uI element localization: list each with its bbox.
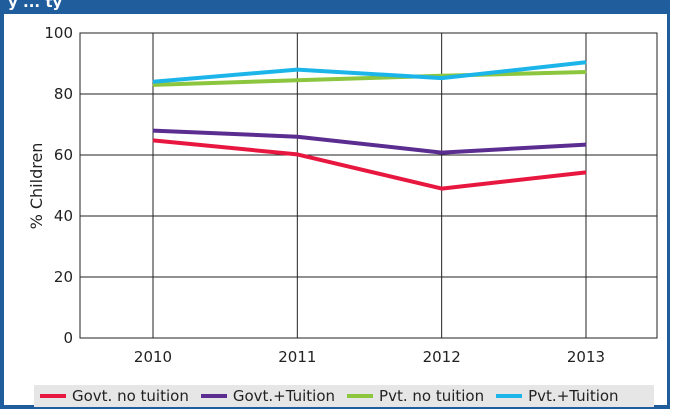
legend-item-govt-no-tuition: Govt. no tuition [40, 387, 189, 405]
x-tick-label: 2011 [278, 348, 316, 366]
data-point-govt-no-tuition [152, 139, 154, 141]
y-tick-label: 20 [54, 268, 73, 286]
series-line-pvt-tuition [152, 60, 587, 84]
data-point-govt-no-tuition [585, 171, 587, 173]
y-axis-label: % Children [27, 143, 46, 230]
legend-item-pvt-tuition: Pvt.+Tuition [496, 387, 619, 405]
data-point-govt-no-tuition [441, 188, 443, 190]
line-chart: 0 20 40 60 80 100 2010 2011 2012 2013 % Children [27, 24, 658, 366]
data-point-pvt-no-tuition [441, 75, 443, 77]
legend-label: Govt. no tuition [72, 387, 189, 405]
data-point-govt-no-tuition [296, 153, 298, 155]
legend-label: Govt.+Tuition [232, 387, 336, 405]
legend-swatch [496, 394, 523, 398]
legend-item-govt-tuition: Govt.+Tuition [200, 387, 336, 405]
data-point-pvt-tuition [152, 81, 154, 83]
gridlines [80, 33, 657, 338]
x-tick-label: 2010 [134, 348, 172, 366]
data-point-govt-tuition [296, 136, 298, 138]
title-bar: y ... ty [0, 0, 670, 14]
y-tick-label: 0 [63, 329, 73, 347]
series-line-govt-no-tuition [152, 138, 587, 191]
data-point-pvt-no-tuition [585, 71, 587, 73]
x-tick-label: 2012 [423, 348, 461, 366]
data-point-pvt-tuition [441, 77, 443, 79]
chart-frame [0, 0, 670, 409]
y-tick-label: 60 [54, 146, 73, 164]
data-point-govt-tuition [152, 130, 154, 132]
y-tick-label: 100 [44, 24, 73, 42]
legend-swatch [40, 394, 66, 398]
y-tick-label: 80 [54, 85, 73, 103]
legend-label: Pvt. no tuition [379, 387, 485, 405]
series-line-govt-tuition [152, 128, 587, 155]
x-tick-label: 2013 [567, 348, 605, 366]
legend: Govt. no tuition Govt.+Tuition Pvt. no tui… [34, 385, 654, 407]
data-point-govt-tuition [585, 144, 587, 146]
data-point-pvt-no-tuition [152, 84, 154, 86]
chart-title-fragment: y ... ty [8, 0, 63, 11]
legend-item-pvt-no-tuition: Pvt. no tuition [347, 387, 484, 405]
x-axis-ticks: 2010 2011 2012 2013 [134, 348, 605, 366]
series-lines [152, 60, 587, 191]
y-tick-label: 40 [54, 207, 73, 225]
legend-swatch [347, 394, 374, 398]
legend-swatch [200, 394, 227, 398]
data-point-pvt-no-tuition [296, 79, 298, 81]
data-point-pvt-tuition [585, 61, 587, 63]
series-line-pvt-no-tuition [152, 70, 587, 87]
data-point-govt-tuition [441, 152, 443, 154]
legend-label: Pvt.+Tuition [528, 387, 619, 405]
data-point-pvt-tuition [296, 69, 298, 71]
y-axis-ticks: 0 20 40 60 80 100 [44, 24, 73, 347]
